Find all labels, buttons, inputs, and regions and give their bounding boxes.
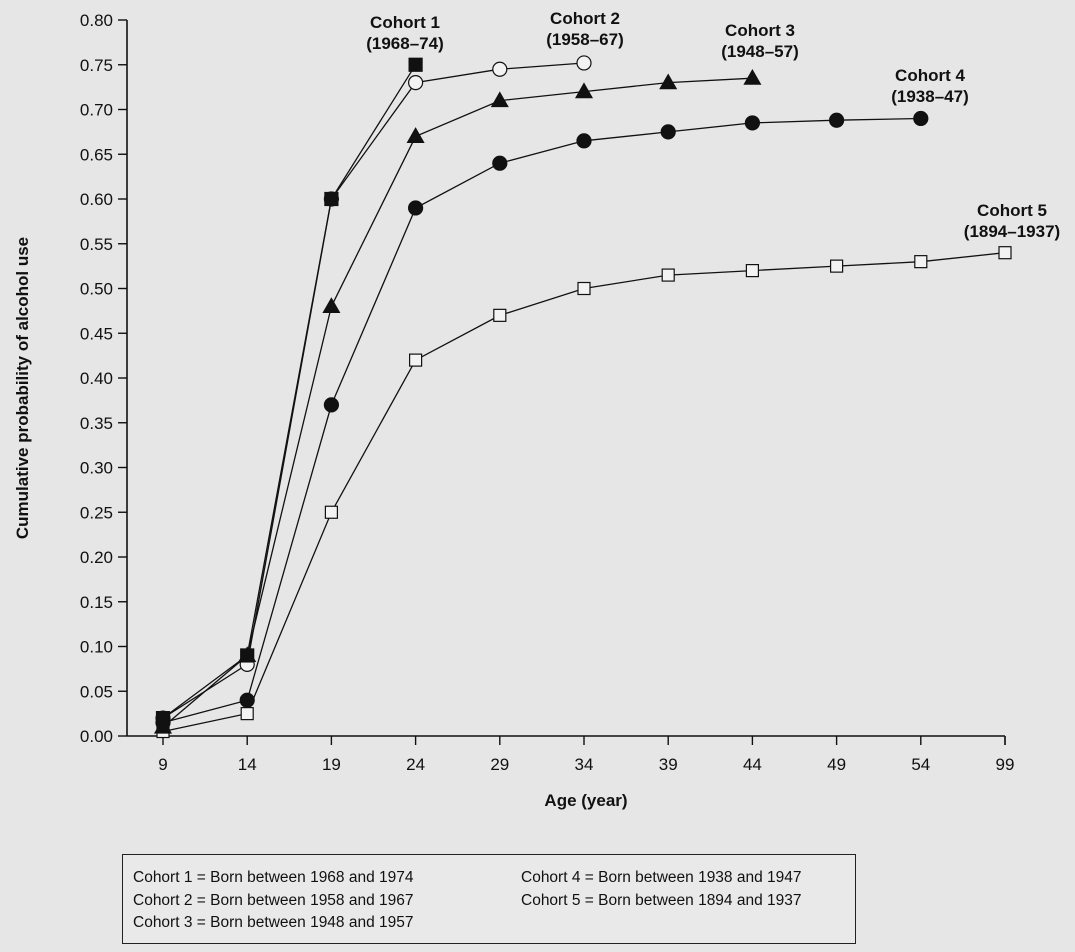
- data-point-cohort-5: [998, 246, 1012, 260]
- x-tick-label: 9: [158, 755, 167, 774]
- data-point-cohort-4: [828, 112, 845, 128]
- line-chart: 0.00 0.05 0.10 0.15 0.20 0.25 0.30 0.35 0.40 0.45…: [13, 9, 1060, 810]
- data-point-cohort-1: [155, 710, 171, 726]
- x-tick-label: 34: [575, 755, 594, 774]
- y-tick-label: 0.70: [80, 101, 113, 120]
- series-label-cohort-3: (1948–57): [721, 42, 799, 61]
- data-point-cohort-2: [408, 75, 424, 91]
- y-tick-label: 0.45: [80, 324, 113, 343]
- series-label-cohort-3: Cohort 3: [725, 21, 795, 40]
- data-point-cohort-4: [913, 110, 929, 127]
- y-tick-label: 0.80: [80, 11, 113, 30]
- y-tick-label: 0.40: [80, 369, 113, 388]
- x-tick-label: 39: [659, 755, 678, 774]
- data-point-cohort-5: [661, 268, 675, 282]
- y-tick-label: 0.10: [80, 638, 113, 657]
- data-point-cohort-4: [408, 200, 424, 216]
- legend-column-right: Cohort 4 = Born between 1938 and 1947 Co…: [521, 867, 802, 912]
- data-point-cohort-1: [240, 648, 255, 663]
- data-point-cohort-5: [409, 353, 423, 367]
- data-point-cohort-3: [406, 127, 425, 143]
- x-tick-label: 54: [911, 755, 930, 774]
- series-label-cohort-4: (1938–47): [891, 87, 969, 106]
- series-label-cohort-5: (1894–1937): [964, 222, 1060, 241]
- data-point-cohort-2: [492, 61, 508, 77]
- y-tick-label: 0.55: [80, 235, 113, 254]
- data-point-cohort-3: [659, 73, 678, 90]
- series-line-3: [162, 77, 753, 728]
- data-point-cohort-5: [577, 281, 591, 296]
- legend-entry-cohort-1: Cohort 1 = Born between 1968 and 1974: [133, 869, 414, 886]
- data-point-cohort-3: [743, 68, 762, 85]
- series-label-cohort-2: (1958–67): [546, 30, 624, 49]
- x-tick-label: 44: [743, 755, 762, 774]
- legend-entry-cohort-2: Cohort 2 = Born between 1958 and 1967: [133, 891, 414, 909]
- x-tick-label: 99: [996, 755, 1015, 774]
- data-point-cohort-1: [324, 191, 339, 207]
- data-point-cohort-5: [829, 259, 844, 273]
- series-label-cohort-1: Cohort 1: [370, 13, 440, 32]
- data-point-cohort-5: [324, 505, 338, 519]
- legend-entry-cohort-4: Cohort 4 = Born between 1938 and 1947: [521, 869, 802, 886]
- x-tick-label: 49: [827, 755, 846, 774]
- y-tick-label: 0.00: [80, 727, 113, 746]
- legend: Cohort 1 = Born between 1968 and 1974 Co…: [122, 854, 856, 944]
- legend-entry-cohort-3: Cohort 3 = Born between 1948 and 1957: [133, 914, 414, 931]
- data-point-cohort-3: [574, 82, 594, 99]
- data-point-cohort-4: [492, 155, 508, 171]
- y-axis-title: Cumulative probability of alcohol use: [13, 237, 32, 539]
- y-tick-label: 0.50: [80, 280, 113, 299]
- data-point-cohort-4: [239, 692, 255, 708]
- y-tick-label: 0.05: [80, 682, 113, 701]
- y-tick-label: 0.25: [80, 503, 113, 522]
- data-point-cohort-5: [914, 255, 928, 269]
- x-tick-label: 29: [490, 755, 509, 774]
- y-tick-label: 0.35: [80, 414, 113, 433]
- data-point-cohort-5: [493, 308, 507, 322]
- data-point-cohort-3: [153, 717, 173, 734]
- data-point-cohort-4: [576, 133, 592, 149]
- series-line-4: [162, 117, 921, 724]
- series-label-cohort-1: (1968–74): [366, 34, 444, 53]
- series-line-5: [162, 252, 1006, 733]
- data-point-cohort-5: [745, 264, 760, 278]
- x-axis-title: Age (year): [544, 791, 627, 810]
- legend-entry-cohort-5: Cohort 5 = Born between 1894 and 1937: [521, 891, 802, 909]
- x-tick-label: 19: [322, 755, 341, 774]
- series-label-cohort-2: Cohort 2: [550, 9, 620, 28]
- series-line-2: [162, 62, 585, 719]
- data-point-cohort-1: [408, 57, 423, 72]
- data-point-cohort-3: [322, 297, 341, 313]
- data-point-cohort-3: [490, 91, 509, 108]
- y-tick-label: 0.75: [80, 56, 113, 75]
- series-label-cohort-4: Cohort 4: [895, 66, 965, 85]
- series-label-cohort-5: Cohort 5: [977, 201, 1047, 220]
- data-point-cohort-4: [323, 397, 339, 413]
- y-tick-label: 0.20: [80, 548, 113, 567]
- y-tick-label: 0.60: [80, 190, 113, 209]
- data-point-cohort-4: [744, 115, 761, 131]
- data-point-cohort-5: [240, 707, 254, 721]
- legend-column-left: Cohort 1 = Born between 1968 and 1974 Co…: [133, 867, 414, 935]
- y-tick-label: 0.15: [80, 593, 113, 612]
- data-point-cohort-2: [576, 55, 592, 71]
- y-tick-label: 0.65: [80, 145, 113, 164]
- y-tick-label: 0.30: [80, 459, 113, 478]
- x-tick-label: 14: [238, 755, 257, 774]
- series-line-1: [162, 64, 417, 719]
- data-point-cohort-4: [660, 124, 676, 140]
- x-tick-label: 24: [406, 755, 425, 774]
